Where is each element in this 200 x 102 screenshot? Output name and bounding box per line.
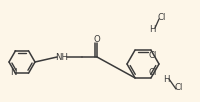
Text: N: N xyxy=(10,68,17,77)
Text: Cl: Cl xyxy=(174,84,182,93)
Text: H: H xyxy=(148,24,154,33)
Text: Cl: Cl xyxy=(148,51,156,60)
Text: H: H xyxy=(162,75,168,84)
Text: Cl: Cl xyxy=(157,13,165,23)
Text: Cl: Cl xyxy=(148,68,156,77)
Text: O: O xyxy=(93,34,100,43)
Text: NH: NH xyxy=(55,53,68,62)
